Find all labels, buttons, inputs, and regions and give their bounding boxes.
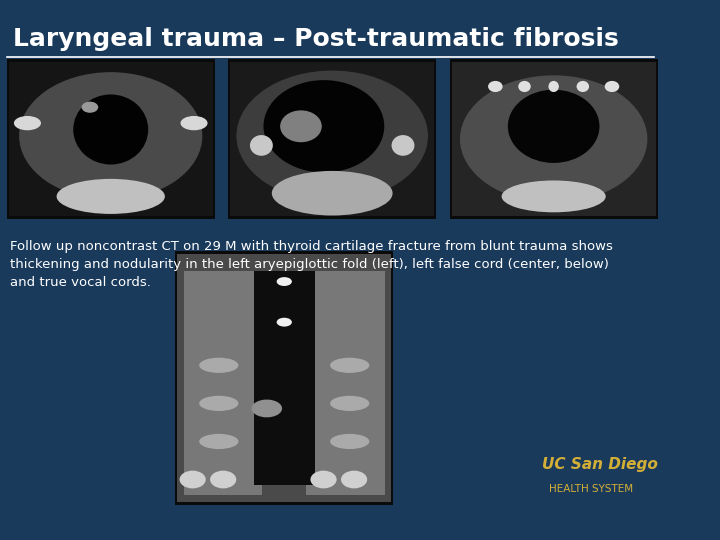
Ellipse shape <box>199 434 238 449</box>
Text: Follow up noncontrast CT on 29 M with thyroid cartilage fracture from blunt trau: Follow up noncontrast CT on 29 M with th… <box>10 240 613 289</box>
Ellipse shape <box>460 75 647 202</box>
Ellipse shape <box>518 81 531 92</box>
Text: HEALTH SYSTEM: HEALTH SYSTEM <box>549 484 633 494</box>
Text: Laryngeal trauma – Post-traumatic fibrosis: Laryngeal trauma – Post-traumatic fibros… <box>13 27 619 51</box>
Ellipse shape <box>341 471 367 488</box>
Ellipse shape <box>210 471 236 488</box>
Ellipse shape <box>605 81 619 92</box>
Ellipse shape <box>250 135 273 156</box>
Ellipse shape <box>179 471 206 488</box>
Ellipse shape <box>181 116 207 130</box>
Ellipse shape <box>276 318 292 327</box>
Ellipse shape <box>199 357 238 373</box>
Ellipse shape <box>330 396 369 411</box>
Ellipse shape <box>57 179 165 214</box>
Ellipse shape <box>14 116 41 130</box>
Ellipse shape <box>276 277 292 286</box>
Bar <box>228 59 436 219</box>
Ellipse shape <box>502 180 606 212</box>
Ellipse shape <box>236 71 428 201</box>
Ellipse shape <box>73 94 148 165</box>
Ellipse shape <box>508 90 600 163</box>
Bar <box>230 62 434 216</box>
Ellipse shape <box>272 171 392 215</box>
Ellipse shape <box>264 80 384 172</box>
Ellipse shape <box>251 400 282 417</box>
Bar <box>177 254 392 502</box>
Text: UC San Diego: UC San Diego <box>542 457 658 472</box>
Ellipse shape <box>577 81 589 92</box>
Bar <box>184 272 263 495</box>
Bar <box>253 272 315 484</box>
Ellipse shape <box>310 471 337 488</box>
Bar <box>9 62 213 216</box>
Ellipse shape <box>199 396 238 411</box>
Bar <box>175 251 393 505</box>
Ellipse shape <box>549 81 559 92</box>
Bar <box>306 272 384 495</box>
Ellipse shape <box>19 72 202 200</box>
Bar <box>6 59 215 219</box>
Ellipse shape <box>330 357 369 373</box>
Ellipse shape <box>392 135 415 156</box>
Ellipse shape <box>81 102 98 113</box>
Ellipse shape <box>280 110 322 142</box>
Ellipse shape <box>488 81 503 92</box>
Bar <box>449 59 658 219</box>
Ellipse shape <box>330 434 369 449</box>
Bar <box>451 62 656 216</box>
